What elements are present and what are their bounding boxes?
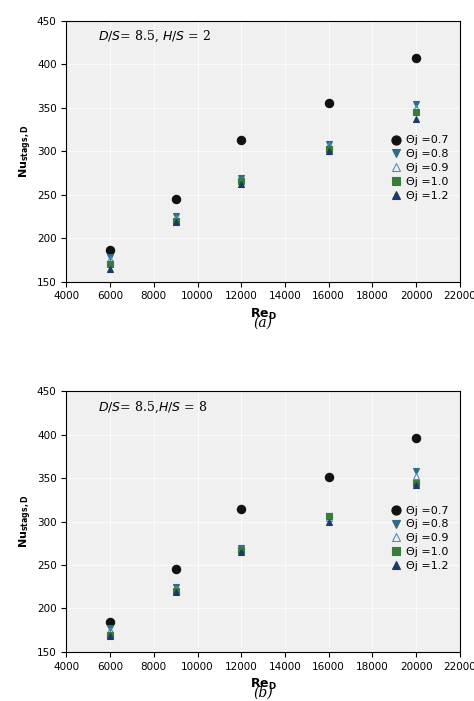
Θj =0.7: [173, 565, 179, 573]
Θj =0.7: [326, 473, 331, 482]
X-axis label: $\mathbf{Re_D}$: $\mathbf{Re_D}$: [250, 307, 276, 322]
Line: Θj =0.7: Θj =0.7: [106, 54, 420, 254]
Θj =0.7: [413, 54, 419, 62]
Line: Θj =1.2: Θj =1.2: [107, 482, 419, 640]
Θj =0.9: [173, 585, 179, 594]
Line: Θj =1.2: Θj =1.2: [107, 116, 419, 272]
Legend: Θj =0.7, Θj =0.8, Θj =0.9, Θj =1.0, Θj =1.2: Θj =0.7, Θj =0.8, Θj =0.9, Θj =1.0, Θj =…: [389, 133, 450, 203]
Θj =0.7: [413, 434, 419, 442]
Θj =0.7: [238, 136, 244, 144]
Θj =1.0: [326, 512, 331, 521]
Θj =0.7: [107, 618, 113, 626]
Θj =1.0: [413, 108, 419, 116]
Y-axis label: $\mathbf{Nu_{stags,D}}$: $\mathbf{Nu_{stags,D}}$: [18, 495, 34, 548]
Text: (a): (a): [254, 315, 273, 329]
Text: $\it{D/S}$= 8.5, $\it{H/S}$ = 2: $\it{D/S}$= 8.5, $\it{H/S}$ = 2: [98, 29, 210, 44]
Θj =0.8: [238, 543, 244, 552]
Θj =0.8: [107, 253, 113, 261]
Θj =0.9: [413, 104, 419, 112]
Θj =1.2: [413, 481, 419, 489]
Θj =1.0: [413, 479, 419, 488]
Line: Θj =0.8: Θj =0.8: [107, 468, 419, 631]
Line: Θj =0.7: Θj =0.7: [106, 434, 420, 626]
Θj =1.0: [238, 546, 244, 554]
Θj =0.8: [413, 100, 419, 108]
Θj =0.8: [413, 467, 419, 475]
Θj =1.2: [173, 587, 179, 596]
Line: Θj =1.0: Θj =1.0: [107, 480, 419, 638]
Θj =0.9: [238, 545, 244, 554]
Θj =1.2: [326, 147, 331, 156]
Θj =0.9: [413, 472, 419, 481]
Θj =0.9: [326, 514, 331, 522]
Y-axis label: $\mathbf{Nu_{stags,D}}$: $\mathbf{Nu_{stags,D}}$: [18, 125, 34, 178]
Θj =1.0: [107, 260, 113, 268]
Θj =0.9: [326, 141, 331, 149]
Θj =1.2: [238, 179, 244, 188]
Θj =1.0: [107, 630, 113, 639]
Θj =1.0: [326, 144, 331, 153]
Θj =0.8: [107, 623, 113, 632]
Θj =0.9: [238, 176, 244, 184]
Θj =0.9: [107, 255, 113, 264]
Θj =1.0: [173, 217, 179, 225]
Θj =0.7: [173, 195, 179, 203]
Θj =0.8: [326, 512, 331, 521]
Line: Θj =1.0: Θj =1.0: [107, 109, 419, 268]
Θj =0.7: [238, 504, 244, 512]
Θj =1.2: [107, 632, 113, 641]
Legend: Θj =0.7, Θj =0.8, Θj =0.9, Θj =1.0, Θj =1.2: Θj =0.7, Θj =0.8, Θj =0.9, Θj =1.0, Θj =…: [389, 503, 450, 573]
Text: (b): (b): [253, 686, 273, 700]
Θj =0.7: [107, 245, 113, 254]
Θj =0.9: [173, 214, 179, 222]
Θj =0.8: [238, 174, 244, 182]
Θj =1.2: [326, 517, 331, 526]
Θj =0.8: [173, 212, 179, 220]
Θj =0.7: [326, 99, 331, 107]
Θj =0.9: [107, 626, 113, 634]
Θj =1.0: [173, 587, 179, 595]
Θj =1.2: [107, 264, 113, 273]
Θj =1.2: [238, 547, 244, 556]
X-axis label: $\mathbf{Re_D}$: $\mathbf{Re_D}$: [250, 677, 276, 693]
Line: Θj =0.8: Θj =0.8: [107, 100, 419, 261]
Line: Θj =0.9: Θj =0.9: [107, 473, 419, 634]
Θj =1.2: [173, 217, 179, 226]
Θj =0.8: [173, 583, 179, 591]
Text: $\it{D/S}$= 8.5,$\it{H/S}$ = 8: $\it{D/S}$= 8.5,$\it{H/S}$ = 8: [98, 399, 207, 414]
Line: Θj =0.9: Θj =0.9: [107, 104, 419, 263]
Θj =0.8: [326, 139, 331, 148]
Θj =1.2: [413, 115, 419, 123]
Θj =1.0: [238, 177, 244, 185]
